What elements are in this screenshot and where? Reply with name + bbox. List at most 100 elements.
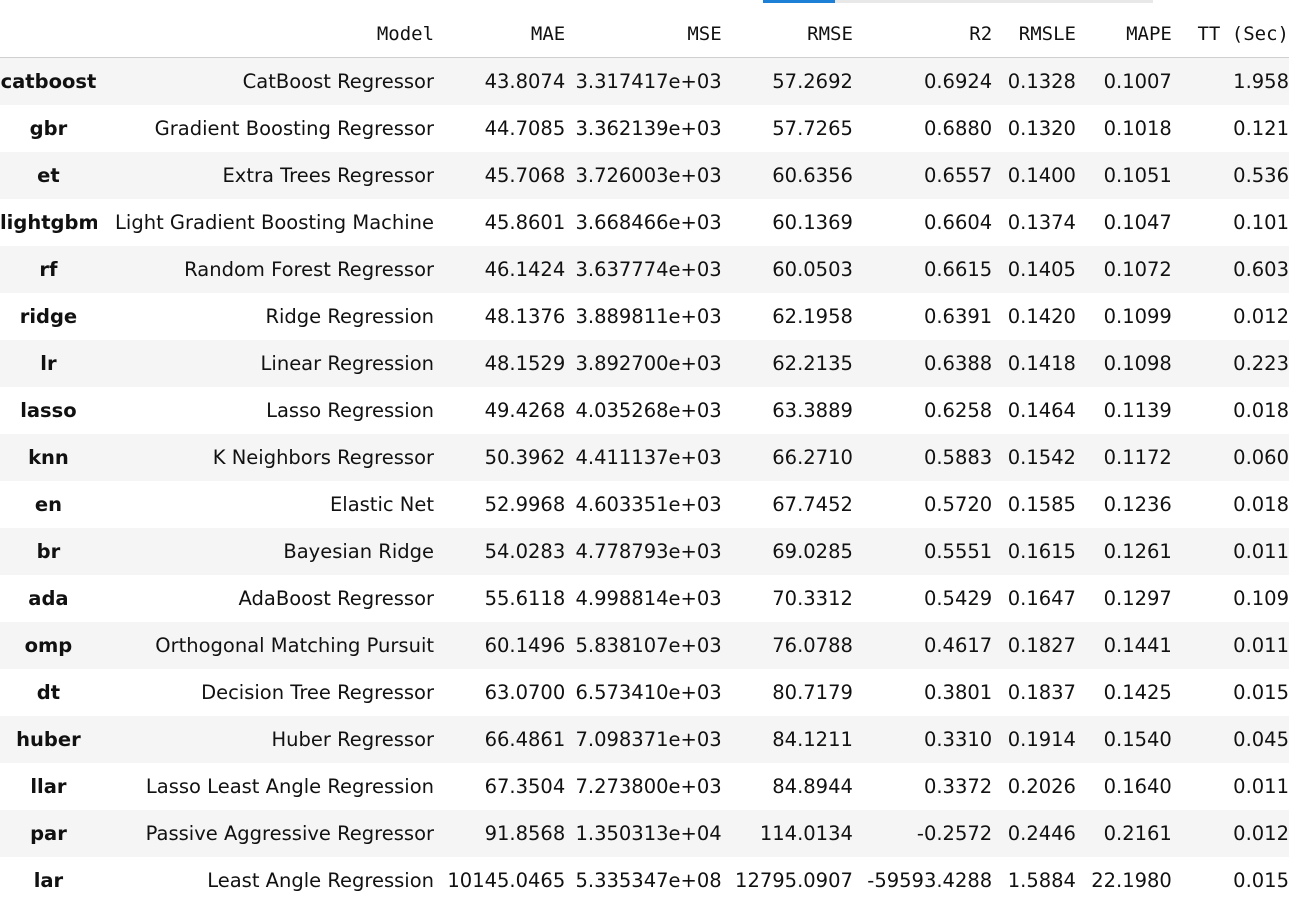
tt-cell: 0.223 [1172,340,1289,387]
rmsle-cell: 1.5884 [992,857,1076,904]
model-cell: Decision Tree Regressor [97,669,434,716]
r2-header: R2 [853,10,992,58]
row-index-label: lasso [0,387,97,434]
mae-cell: 10145.0465 [434,857,565,904]
row-index-label: catboost [0,58,97,106]
rmsle-cell: 0.1647 [992,575,1076,622]
mse-cell: 7.098371e+03 [565,716,721,763]
r2-cell: 0.6880 [853,105,992,152]
mape-cell: 0.1297 [1076,575,1172,622]
rmsle-cell: 0.1585 [992,481,1076,528]
rmse-cell: 67.7452 [722,481,853,528]
model-cell: Random Forest Regressor [97,246,434,293]
rmsle-cell: 0.1374 [992,199,1076,246]
rmsle-cell: 0.2446 [992,810,1076,857]
row-index-label: lightgbm [0,199,97,246]
mape-cell: 0.1072 [1076,246,1172,293]
index-header [0,10,97,58]
r2-cell: 0.5883 [853,434,992,481]
row-index-label: br [0,528,97,575]
rmse-cell: 66.2710 [722,434,853,481]
tt-cell: 0.603 [1172,246,1289,293]
mape-cell: 0.1425 [1076,669,1172,716]
r2-cell: 0.3310 [853,716,992,763]
tt-cell: 0.012 [1172,293,1289,340]
scrollbar-thumb[interactable] [763,0,835,3]
model-cell: K Neighbors Regressor [97,434,434,481]
mae-cell: 52.9968 [434,481,565,528]
mae-cell: 55.6118 [434,575,565,622]
mae-cell: 43.8074 [434,58,565,106]
model-cell: Least Angle Regression [97,857,434,904]
r2-cell: 0.5429 [853,575,992,622]
mae-cell: 67.3504 [434,763,565,810]
rmse-cell: 12795.0907 [722,857,853,904]
tt-cell: 0.011 [1172,763,1289,810]
rmsle-cell: 0.1328 [992,58,1076,106]
mape-cell: 0.1018 [1076,105,1172,152]
mse-cell: 7.273800e+03 [565,763,721,810]
mse-cell: 3.892700e+03 [565,340,721,387]
mae-cell: 48.1529 [434,340,565,387]
tt-cell: 0.011 [1172,528,1289,575]
model-cell: Ridge Regression [97,293,434,340]
model-header: Model [97,10,434,58]
tt-cell: 0.018 [1172,387,1289,434]
horizontal-scrollbar[interactable] [763,0,1153,3]
mse-cell: 4.411137e+03 [565,434,721,481]
mae-cell: 45.7068 [434,152,565,199]
mse-header: MSE [565,10,721,58]
model-cell: Bayesian Ridge [97,528,434,575]
model-cell: Orthogonal Matching Pursuit [97,622,434,669]
rmsle-cell: 0.1418 [992,340,1076,387]
tt-cell: 0.536 [1172,152,1289,199]
row-index-label: en [0,481,97,528]
mape-cell: 0.1007 [1076,58,1172,106]
rmsle-cell: 0.1827 [992,622,1076,669]
mse-cell: 3.637774e+03 [565,246,721,293]
mape-cell: 0.1640 [1076,763,1172,810]
mae-cell: 45.8601 [434,199,565,246]
row-index-label: omp [0,622,97,669]
rmsle-header: RMSLE [992,10,1076,58]
mape-header: MAPE [1076,10,1172,58]
r2-cell: 0.6557 [853,152,992,199]
mse-cell: 4.778793e+03 [565,528,721,575]
mse-cell: 3.726003e+03 [565,152,721,199]
row-index-label: huber [0,716,97,763]
r2-cell: 0.6388 [853,340,992,387]
r2-cell: 0.6391 [853,293,992,340]
tt-cell: 0.109 [1172,575,1289,622]
table-header: Model MAE MSE RMSE R2 RMSLE MAPE TT (Sec… [0,10,1289,58]
rmsle-cell: 0.1405 [992,246,1076,293]
mape-cell: 0.1099 [1076,293,1172,340]
tt-cell: 1.958 [1172,58,1289,106]
mape-cell: 0.1540 [1076,716,1172,763]
rmsle-cell: 0.1615 [992,528,1076,575]
model-cell: AdaBoost Regressor [97,575,434,622]
r2-cell: 0.4617 [853,622,992,669]
mse-cell: 1.350313e+04 [565,810,721,857]
mae-header: MAE [434,10,565,58]
mse-cell: 4.603351e+03 [565,481,721,528]
mse-cell: 5.838107e+03 [565,622,721,669]
model-cell: Huber Regressor [97,716,434,763]
header-row: Model MAE MSE RMSE R2 RMSLE MAPE TT (Sec… [0,10,1289,58]
r2-cell: -0.2572 [853,810,992,857]
model-cell: CatBoost Regressor [97,58,434,106]
row-index-label: lar [0,857,97,904]
rmse-cell: 84.1211 [722,716,853,763]
rmse-cell: 84.8944 [722,763,853,810]
rmsle-cell: 0.1464 [992,387,1076,434]
mse-cell: 4.998814e+03 [565,575,721,622]
mse-cell: 4.035268e+03 [565,387,721,434]
tt-cell: 0.018 [1172,481,1289,528]
